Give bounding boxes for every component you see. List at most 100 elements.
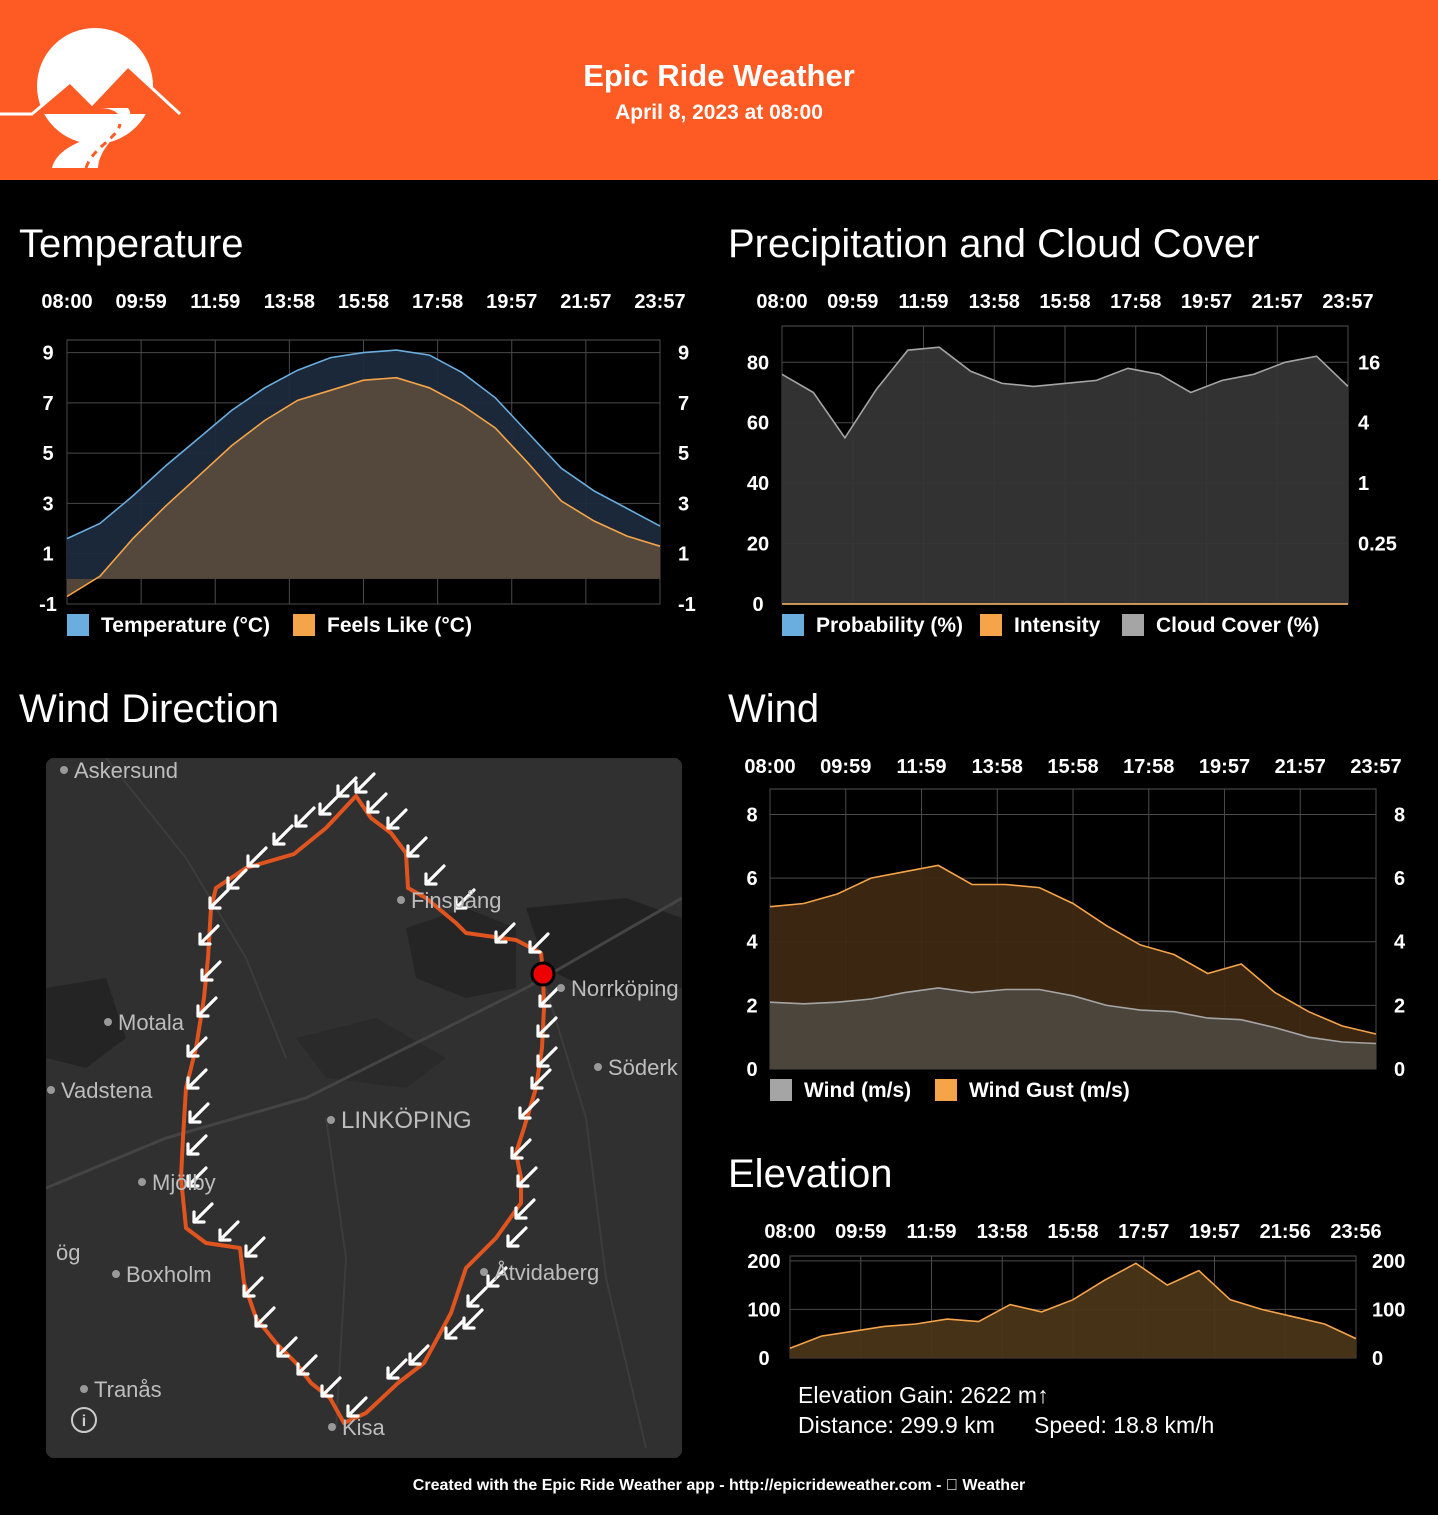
map-water-patch [406, 908, 516, 998]
x-tick-label: 13:58 [972, 756, 1023, 778]
series-area [770, 987, 1376, 1069]
wind-arrow-icon [200, 960, 222, 982]
wind-arrow-icon [218, 1220, 240, 1242]
wind-arrow-shape [196, 996, 218, 1018]
wind-arrow-shape [462, 1308, 484, 1330]
y-tick-label-right: 6 [1394, 868, 1405, 890]
wind-arrow-icon [510, 1138, 532, 1160]
series-area [790, 1263, 1356, 1358]
app-title: Epic Ride Weather [583, 58, 855, 93]
series-area [67, 377, 660, 597]
place-label: Boxholm [126, 1262, 212, 1287]
wind-arrow-shape [486, 1266, 508, 1288]
wind-arrow-shape [218, 1220, 240, 1242]
wind-arrow-shape [192, 1202, 214, 1224]
wind-arrow-icon [514, 1198, 536, 1220]
wind-arrow-icon [494, 922, 516, 944]
wind-arrow-icon [296, 1354, 318, 1376]
y-tick-label-right: 200 [1372, 1251, 1405, 1273]
wind-arrow-icon [406, 836, 428, 858]
wind-arrow-shape [536, 1046, 558, 1068]
wind-arrow-icon [186, 1166, 208, 1188]
x-tick-label: 15:58 [1039, 291, 1090, 313]
map-route [179, 794, 546, 1425]
wind-arrow-icon [186, 1068, 208, 1090]
x-tick-label: 23:57 [1322, 291, 1373, 313]
y-tick-label-right: 2 [1394, 995, 1405, 1017]
wind-arrow-icon [320, 1376, 342, 1398]
x-tick-label: 21:57 [560, 291, 611, 313]
wind-arrow-icon [518, 1098, 540, 1120]
wind-arrow-icon [538, 986, 560, 1008]
wind-arrow-shape [518, 1098, 540, 1120]
wind-arrow-shape [506, 1226, 528, 1248]
series-line [769, 987, 1377, 1045]
y-tick-label-right: 9 [678, 343, 689, 365]
y2-tick-label: 1 [1358, 473, 1369, 495]
wind-arrow-icon [516, 1166, 538, 1188]
wind-arrow-shape [536, 1016, 558, 1038]
wind-arrow-shape [226, 868, 248, 890]
x-tick-label: 19:57 [486, 291, 537, 313]
wind-arrow-shape [336, 776, 358, 798]
wind-arrow-icon [530, 1068, 552, 1090]
y-tick-label-right: -1 [678, 594, 696, 616]
x-tick-label: 19:57 [1189, 1221, 1240, 1243]
y-tick-label-right: 0 [1372, 1348, 1383, 1370]
y2-tick-label: 0.25 [1358, 534, 1397, 556]
legend-label: Probability (%) [816, 614, 963, 637]
wind-arrow-icon [336, 776, 358, 798]
x-tick-label: 09:59 [116, 291, 167, 313]
x-tick-label: 08:00 [41, 291, 92, 313]
wind-arrow-icon [246, 846, 268, 868]
wind-arrow-icon [244, 1236, 266, 1258]
place-label: ög [56, 1240, 80, 1265]
x-tick-label: 19:57 [1199, 756, 1250, 778]
wind-direction-map[interactable]: Askersund Finspång Norrköping Motala Söderk V… [46, 758, 682, 1458]
x-tick-label: 11:59 [896, 756, 946, 778]
place-label: Norrköping [571, 976, 679, 1001]
x-tick-label: 11:59 [898, 291, 948, 313]
y-tick-label: 7 [42, 393, 53, 415]
legend-label: Wind Gust (m/s) [969, 1079, 1130, 1102]
wind-arrow-shape [242, 1276, 264, 1298]
series-line [789, 1262, 1357, 1350]
wind-arrow-shape [386, 1358, 408, 1380]
place-dot-icon [112, 1270, 120, 1278]
legend-swatch [980, 614, 1002, 636]
y-tick-label: 4 [746, 932, 758, 954]
map-water-patch [526, 898, 682, 998]
place-label: Vadstena [61, 1078, 153, 1103]
legend-swatch [293, 614, 315, 636]
map-forest-patch [296, 1018, 446, 1088]
y-tick-label: 3 [42, 493, 53, 515]
y-tick-label-right: 4 [1394, 932, 1406, 954]
y-tick-label: 60 [747, 413, 769, 435]
wind-arrow-icon [444, 1318, 466, 1340]
y-tick-label: 80 [747, 352, 769, 374]
y-tick-label: 0 [746, 1059, 757, 1081]
wind-arrow-shape [346, 1396, 368, 1418]
footer-credit[interactable]: Created with the Epic Ride Weather app -… [413, 1477, 1025, 1494]
wind-arrow-shape [408, 1344, 430, 1366]
wind-arrow-shape [296, 1354, 318, 1376]
x-tick-label: 15:58 [1047, 1221, 1098, 1243]
wind-arrow-shape [186, 1134, 208, 1156]
app-header: Epic Ride Weather April 8, 2023 at 08:00 [0, 0, 1438, 180]
svg-text:i: i [82, 1413, 86, 1430]
x-tick-label: 17:58 [1110, 291, 1161, 313]
wind-arrow-shape [514, 1198, 536, 1220]
place-dot-icon [594, 1063, 602, 1071]
place-label: Askersund [74, 758, 178, 783]
wind-title: Wind [728, 687, 820, 731]
start-marker-icon[interactable] [530, 961, 556, 987]
wind-arrow-icon [192, 1202, 214, 1224]
x-tick-label: 13:58 [977, 1221, 1028, 1243]
x-tick-label: 23:56 [1330, 1221, 1381, 1243]
wind-arrow-icon [536, 1016, 558, 1038]
info-icon[interactable]: i [71, 1407, 97, 1433]
wind-arrow-icon [186, 1036, 208, 1058]
y-tick-label: 40 [747, 473, 769, 495]
wind-arrow-icon [318, 794, 340, 816]
y-tick-label-right: 8 [1394, 804, 1405, 826]
